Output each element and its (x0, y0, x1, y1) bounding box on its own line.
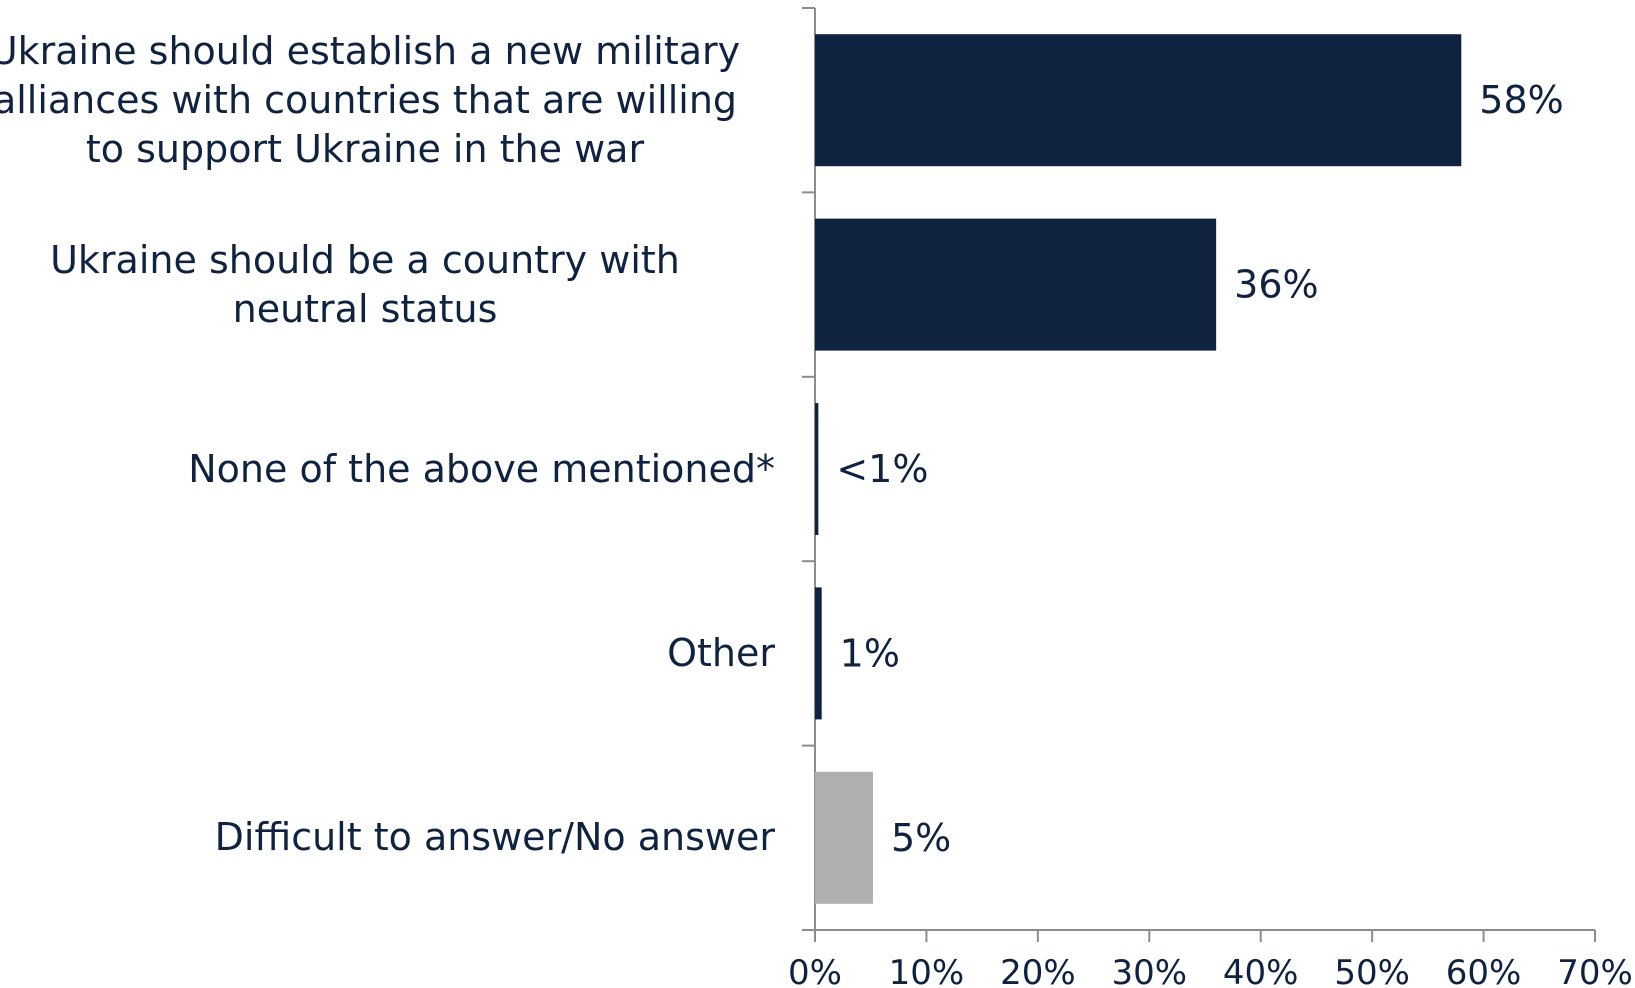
x-axis-ticks: 0% 10% 20% 30% 40% 50% 60% 70% (788, 930, 1633, 988)
data-label: <1% (836, 447, 928, 491)
bar (815, 34, 1462, 167)
category-label-line: alliances with countries that are willin… (0, 77, 738, 122)
category-label: None of the above mentioned* (0, 445, 775, 494)
category-label-line: neutral status (232, 286, 498, 331)
bar (815, 771, 873, 904)
x-tick-label: 70% (1557, 953, 1633, 988)
data-label: 36% (1234, 263, 1318, 307)
x-tick-label: 0% (788, 953, 842, 988)
bar (815, 587, 822, 720)
category-label: Other (0, 629, 775, 678)
data-label: 5% (891, 816, 951, 860)
category-label-line: Difficult to answer/No answer (214, 815, 775, 860)
bars (815, 34, 1462, 904)
data-labels: 58% 36% <1% 1% 5% (836, 78, 1563, 860)
category-label: Difficult to answer/No answer (0, 813, 775, 862)
x-tick-label: 10% (889, 953, 965, 988)
data-label: 58% (1479, 78, 1563, 122)
category-label-line: Ukraine should be a country with (50, 237, 680, 282)
category-label-line: Ukraine should establish a new military (0, 28, 741, 73)
x-tick-label: 20% (1000, 953, 1076, 988)
category-label: Ukraine should be a country with neutral … (0, 236, 775, 334)
x-tick-label: 40% (1223, 953, 1299, 988)
category-label-line: None of the above mentioned* (188, 446, 775, 491)
category-label-line: to support Ukraine in the war (85, 126, 645, 171)
bar (815, 403, 819, 535)
x-tick-label: 50% (1334, 953, 1410, 988)
x-tick-label: 60% (1446, 953, 1522, 988)
bar (815, 218, 1217, 351)
category-label-line: Other (667, 630, 775, 675)
data-label: 1% (840, 631, 900, 675)
x-tick-label: 30% (1111, 953, 1187, 988)
category-label: Ukraine should establish a new military a… (0, 27, 775, 174)
